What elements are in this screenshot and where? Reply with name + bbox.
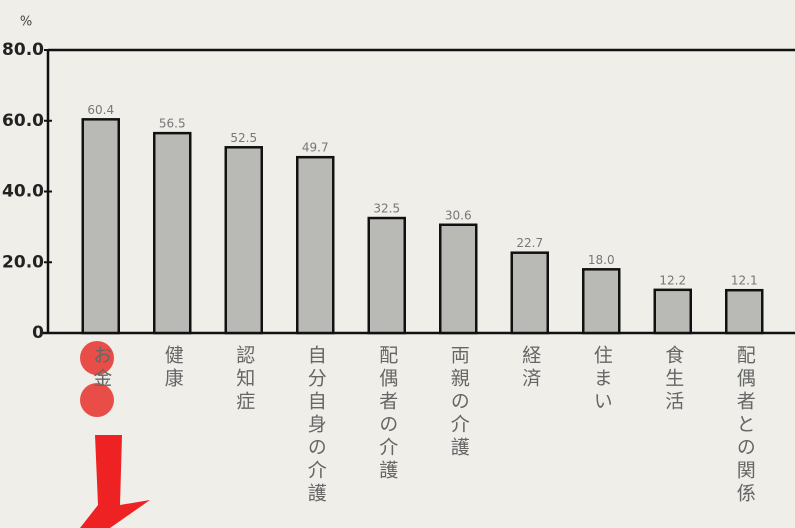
bar bbox=[81, 118, 120, 335]
bar bbox=[582, 268, 621, 335]
x-tick-label: 健康 bbox=[162, 345, 184, 391]
y-tick-label: 80.0 bbox=[2, 40, 44, 60]
x-tick-label: 経済 bbox=[519, 345, 541, 391]
x-tick-label: 両親の介護 bbox=[448, 345, 470, 460]
value-label: 30.6 bbox=[445, 208, 472, 222]
x-tick-label: 住まい bbox=[591, 345, 613, 414]
value-label: 60.4 bbox=[87, 103, 114, 117]
value-label: 22.7 bbox=[516, 236, 543, 250]
x-tick-label: 配偶者の介護 bbox=[376, 345, 398, 483]
y-tick-label: 40.0 bbox=[2, 182, 44, 202]
value-label: 49.7 bbox=[302, 141, 329, 155]
value-label: 12.2 bbox=[659, 273, 686, 287]
annotation-circle bbox=[80, 383, 114, 417]
bar bbox=[367, 216, 406, 335]
bar bbox=[153, 131, 192, 335]
y-unit: % bbox=[20, 15, 32, 30]
x-tick-label: お金 bbox=[90, 345, 112, 391]
bar bbox=[439, 223, 478, 335]
bar bbox=[224, 146, 263, 335]
annotation-circle bbox=[80, 341, 114, 375]
x-tick-label: 食生活 bbox=[662, 345, 684, 414]
value-label: 32.5 bbox=[373, 202, 400, 216]
y-tick-label: 60.0 bbox=[2, 111, 44, 131]
x-tick-label: 配偶者との関係 bbox=[734, 345, 756, 506]
value-label: 52.5 bbox=[230, 131, 257, 145]
x-tick-label: 認知症 bbox=[233, 345, 255, 414]
bar bbox=[653, 288, 692, 335]
value-label: 18.0 bbox=[588, 253, 615, 267]
value-label: 12.1 bbox=[731, 274, 758, 288]
annotation-arrow bbox=[80, 435, 150, 528]
bar bbox=[510, 251, 549, 335]
value-label: 56.5 bbox=[159, 117, 186, 131]
x-tick-label: 自分自身の介護 bbox=[305, 345, 327, 506]
bar bbox=[296, 155, 335, 335]
y-tick-label: 0 bbox=[32, 323, 44, 343]
bar bbox=[725, 288, 764, 335]
y-tick-label: 20.0 bbox=[2, 252, 44, 272]
